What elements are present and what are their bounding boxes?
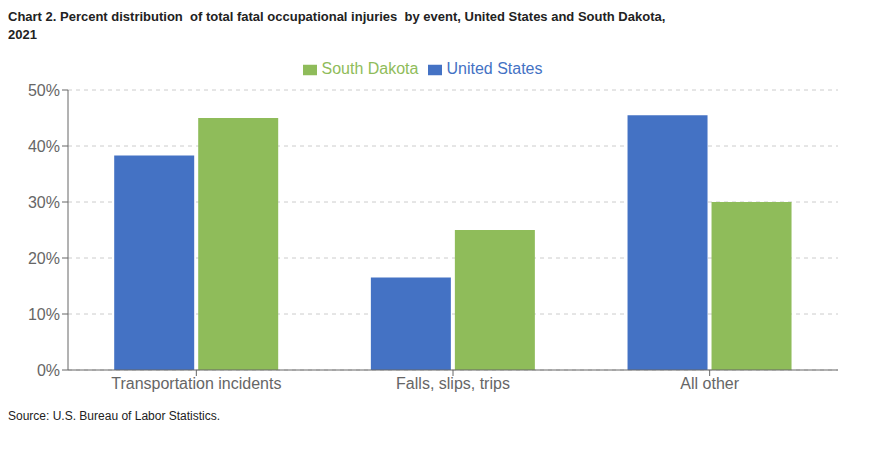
svg-text:50%: 50%: [28, 82, 60, 99]
svg-text:Transportation incidents: Transportation incidents: [111, 375, 281, 392]
html-text:South Dakota: South Dakota: [321, 60, 419, 77]
svg-text:10%: 10%: [28, 306, 60, 323]
svg-text:40%: 40%: [28, 138, 60, 155]
svg-text:20%: 20%: [28, 250, 60, 267]
svg-text:All other: All other: [680, 375, 739, 392]
svg-text:30%: 30%: [28, 194, 60, 211]
html-text:Chart 2. Percent distribution: Chart 2. Percent distribution of total f…: [8, 9, 666, 24]
svg-text:0%: 0%: [37, 362, 60, 379]
html-text:Source: U.S. Bureau of Labor S: Source: U.S. Bureau of Labor Statistics.: [8, 409, 221, 423]
svg-text:Falls, slips, trips: Falls, slips, trips: [396, 375, 510, 392]
html-text:United States: United States: [446, 60, 543, 77]
html-text:2021: 2021: [8, 27, 37, 42]
